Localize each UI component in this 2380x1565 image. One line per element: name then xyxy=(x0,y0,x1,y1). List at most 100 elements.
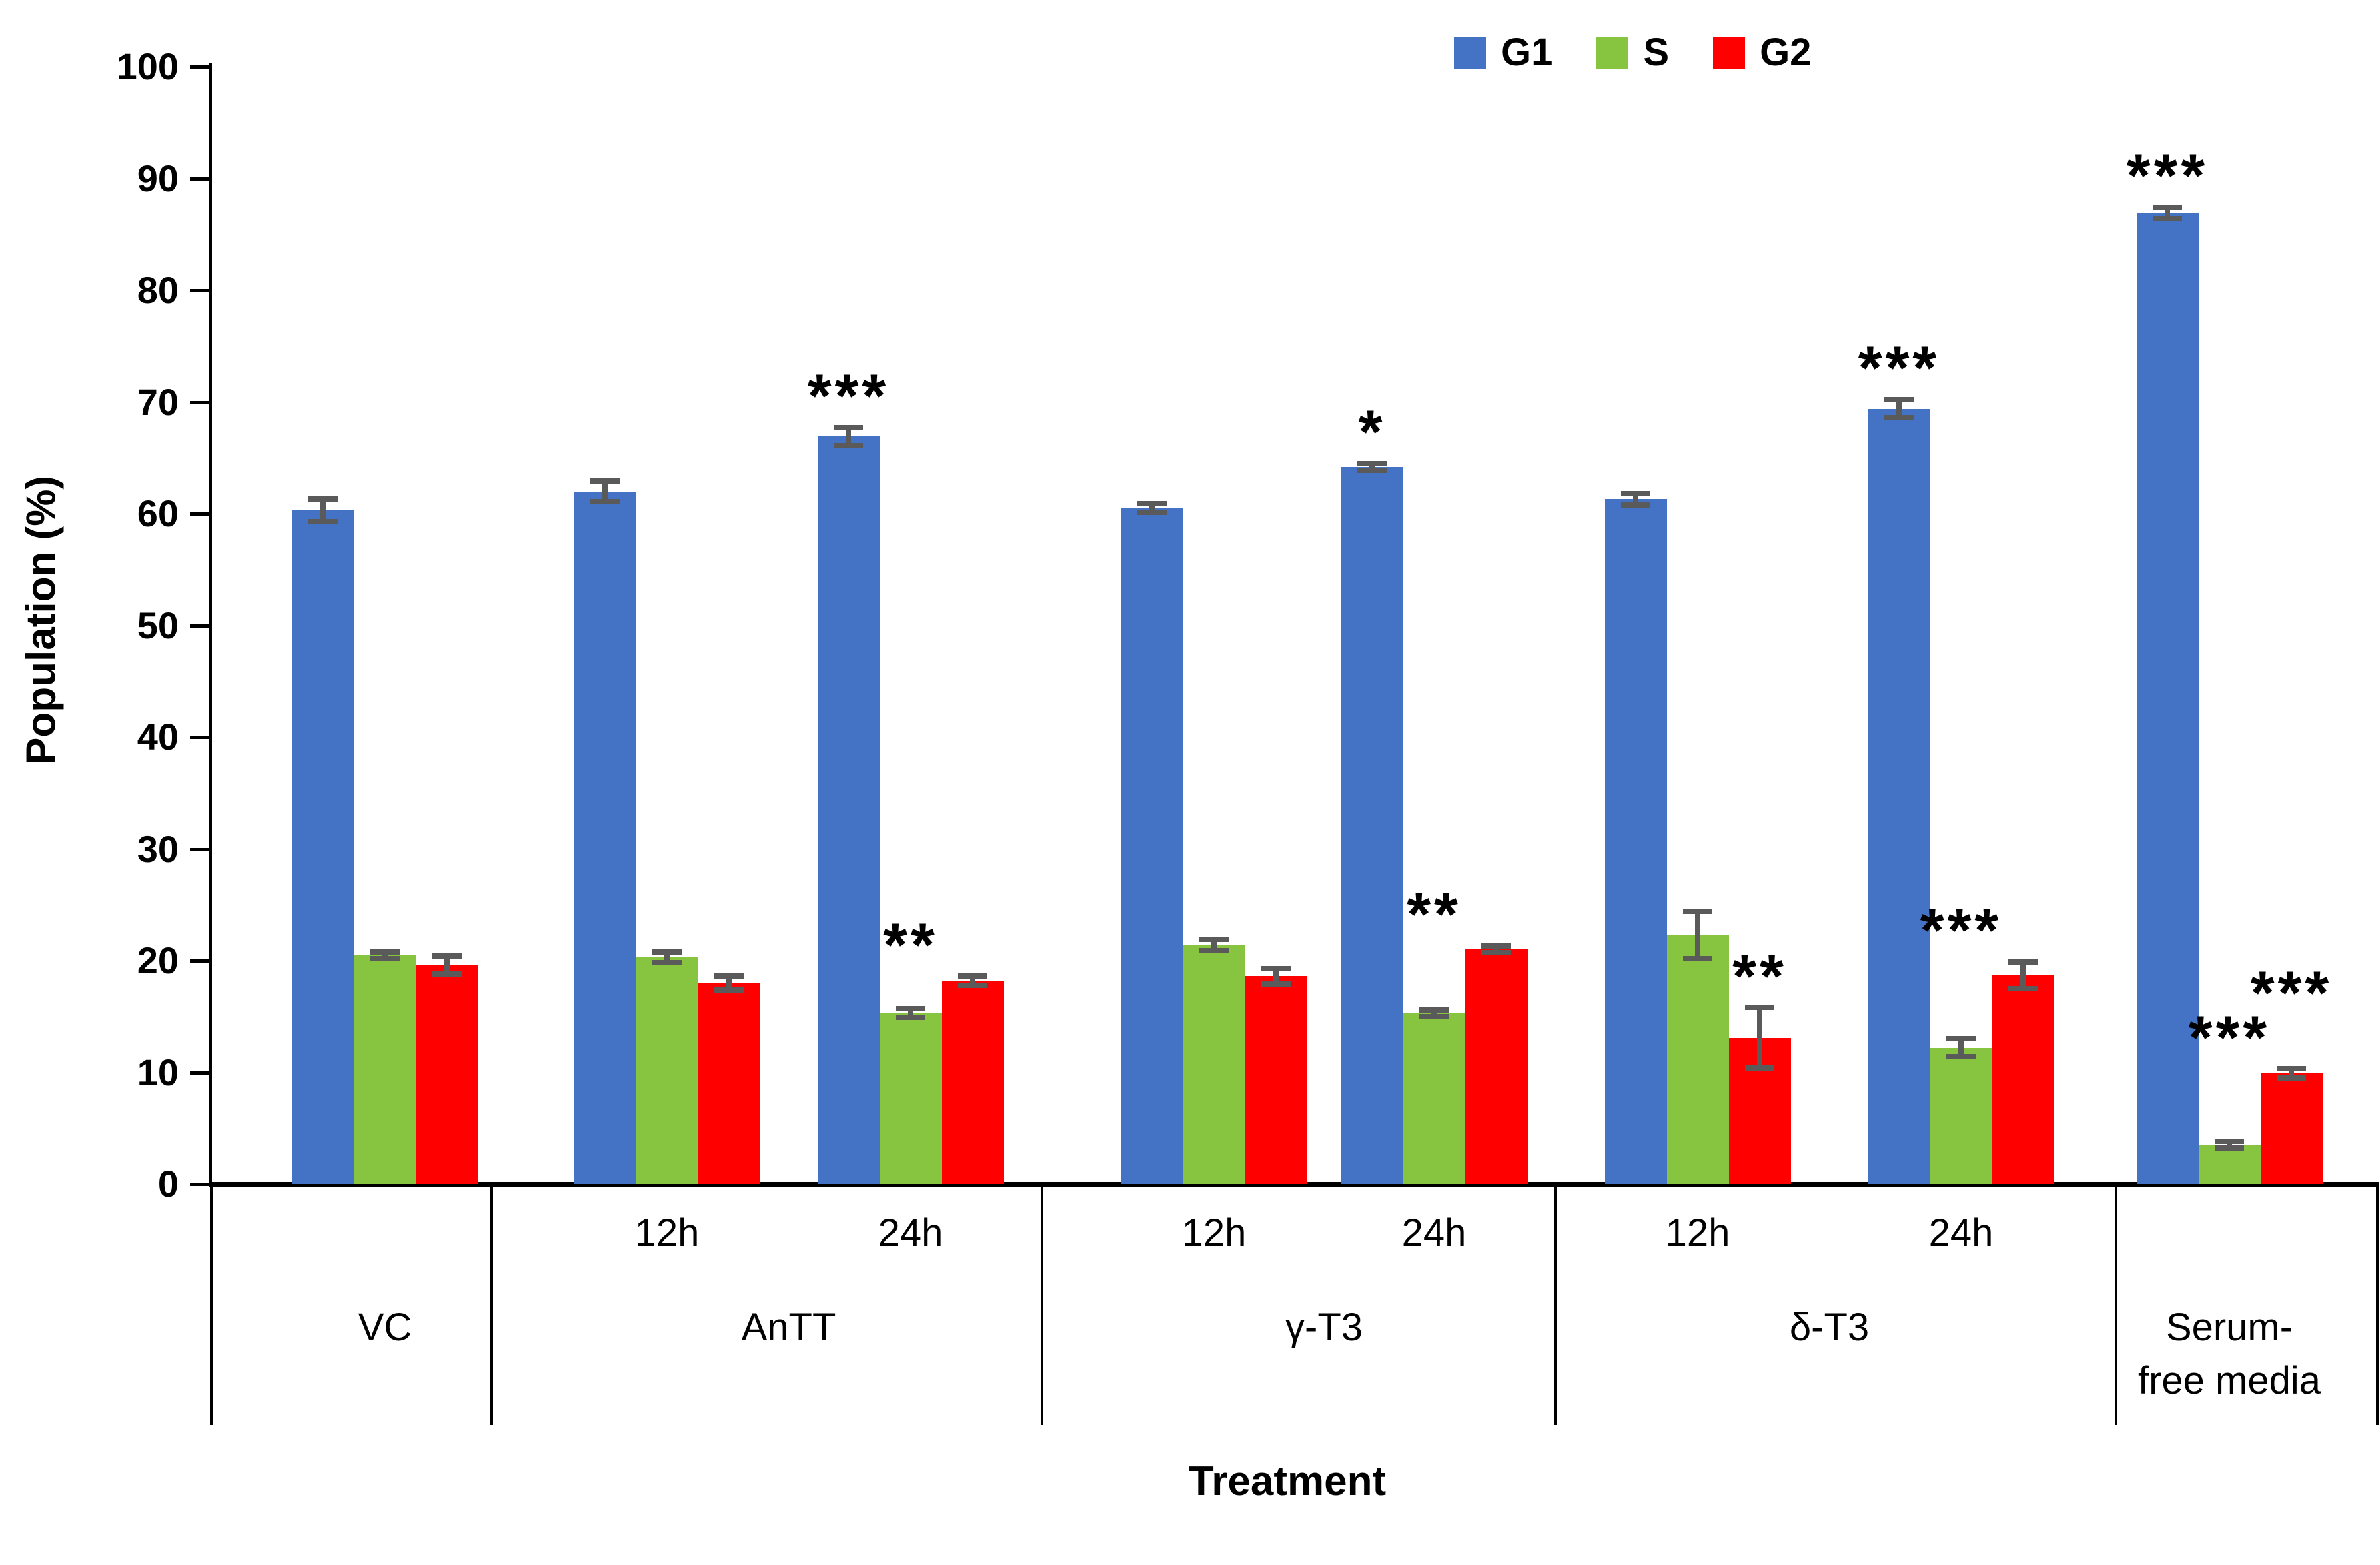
y-tick-label-50: 50 xyxy=(137,604,179,646)
errorbar-cap-top-G1-δ-T3-24h xyxy=(1884,397,1914,403)
errorbar-S-γ-T3-24h xyxy=(1431,1009,1437,1017)
time-label-γ-T3-24h: 24h xyxy=(1401,1211,1467,1255)
bar-G1-δ-T3-12h xyxy=(1604,499,1667,1184)
sig-S-AnTT-24h: ** xyxy=(883,911,938,979)
sig-G1-Serum-free media: *** xyxy=(2126,142,2209,211)
bar-G2-AnTT-12h xyxy=(698,983,760,1184)
bar-S-γ-T3-24h xyxy=(1403,1013,1465,1184)
category-separator-1 xyxy=(490,1187,493,1425)
legend-label-g1: G1 xyxy=(1501,31,1553,74)
x-axis-line xyxy=(209,1182,2379,1187)
errorbar-cap-bottom-G2-δ-T3-12h xyxy=(1745,1065,1774,1071)
bar-S-δ-T3-24h xyxy=(1930,1047,1992,1184)
bar-G2-VC xyxy=(416,965,478,1184)
errorbar-G2-AnTT-24h xyxy=(970,976,975,985)
errorbar-S-γ-T3-12h xyxy=(1211,939,1217,951)
bar-G2-δ-T3-24h xyxy=(1992,975,2054,1184)
group-label-γ-T3: γ-T3 xyxy=(1285,1306,1363,1349)
y-tick-label-70: 70 xyxy=(137,380,179,423)
errorbar-cap-bottom-G2-γ-T3-12h xyxy=(1261,981,1291,987)
errorbar-cap-bottom-G1-γ-T3-12h xyxy=(1137,510,1167,516)
y-tick-80 xyxy=(190,289,210,292)
errorbar-cap-bottom-G2-VC xyxy=(432,971,462,977)
legend-swatch-s xyxy=(1596,37,1629,69)
errorbar-cap-top-S-δ-T3-24h xyxy=(1946,1036,1976,1042)
bar-G1-VC xyxy=(291,510,354,1184)
errorbar-cap-bottom-S-AnTT-24h xyxy=(896,1015,925,1021)
bar-S-VC xyxy=(354,955,416,1184)
errorbar-cap-bottom-S-AnTT-12h xyxy=(652,960,682,966)
group-label-δ-T3: δ-T3 xyxy=(1789,1306,1870,1349)
errorbar-cap-top-G1-γ-T3-24h xyxy=(1357,460,1387,466)
errorbar-cap-bottom-G1-γ-T3-24h xyxy=(1357,467,1387,473)
sig-G2-δ-T3-12h: ** xyxy=(1732,942,1787,1011)
y-tick-label-60: 60 xyxy=(137,492,179,534)
y-axis-line xyxy=(209,63,212,1187)
errorbar-cap-bottom-G2-δ-T3-24h xyxy=(2008,985,2038,991)
errorbar-cap-top-G1-δ-T3-12h xyxy=(1621,490,1650,496)
errorbar-G2-δ-T3-24h xyxy=(2020,961,2026,989)
legend-item-g2: G2 xyxy=(1713,33,1811,72)
bar-G1-AnTT-12h xyxy=(574,491,636,1184)
errorbar-cap-bottom-G2-γ-T3-24h xyxy=(1481,950,1511,956)
y-tick-label-40: 40 xyxy=(137,716,179,758)
errorbar-cap-bottom-S-δ-T3-24h xyxy=(1946,1054,1976,1060)
sig-S-δ-T3-24h: *** xyxy=(1920,896,2002,965)
errorbar-cap-bottom-G1-δ-T3-12h xyxy=(1621,502,1650,508)
bar-S-δ-T3-12h xyxy=(1666,935,1729,1184)
time-label-δ-T3-12h: 12h xyxy=(1665,1211,1730,1255)
bar-S-AnTT-24h xyxy=(879,1013,942,1184)
bar-G2-γ-T3-24h xyxy=(1465,949,1528,1184)
errorbar-S-δ-T3-12h xyxy=(1695,911,1700,959)
errorbar-cap-top-G2-γ-T3-24h xyxy=(1481,943,1511,949)
errorbar-G1-δ-T3-24h xyxy=(1896,400,1902,418)
errorbar-G1-γ-T3-12h xyxy=(1149,503,1155,513)
bar-S-Serum-free media xyxy=(2198,1145,2261,1184)
bar-G2-AnTT-24h xyxy=(941,981,1004,1184)
sig-G1-γ-T3-24h: * xyxy=(1358,398,1386,466)
errorbar-cap-top-S-AnTT-24h xyxy=(896,1006,925,1012)
y-tick-10 xyxy=(190,1071,210,1075)
errorbar-G2-γ-T3-24h xyxy=(1494,946,1499,953)
time-label-AnTT-12h: 12h xyxy=(634,1211,700,1255)
errorbar-cap-top-G1-VC xyxy=(308,496,338,502)
errorbar-cap-top-G1-γ-T3-12h xyxy=(1137,500,1167,506)
y-tick-label-10: 10 xyxy=(137,1051,179,1093)
errorbar-cap-top-S-γ-T3-24h xyxy=(1419,1007,1449,1013)
errorbar-cap-top-S-Serum-free media xyxy=(2215,1139,2244,1145)
legend-swatch-g2 xyxy=(1713,37,1746,69)
errorbar-S-AnTT-24h xyxy=(908,1009,913,1018)
group-label-Serum-free media: Serum-free media xyxy=(2137,1306,2321,1402)
time-label-γ-T3-12h: 12h xyxy=(1181,1211,1247,1255)
y-tick-30 xyxy=(190,847,210,851)
errorbar-cap-bottom-S-γ-T3-24h xyxy=(1419,1013,1449,1019)
errorbar-cap-top-S-γ-T3-12h xyxy=(1199,937,1229,943)
errorbar-S-Serum-free media xyxy=(2227,1141,2232,1149)
y-tick-100 xyxy=(190,65,210,69)
y-tick-label-100: 100 xyxy=(116,45,179,87)
group-label-VC: VC xyxy=(358,1306,412,1349)
y-tick-40 xyxy=(190,736,210,739)
errorbar-cap-top-S-VC xyxy=(370,949,400,955)
errorbar-cap-bottom-G1-Serum-free media xyxy=(2153,215,2182,221)
errorbar-G2-VC xyxy=(444,956,450,975)
errorbar-cap-bottom-S-VC xyxy=(370,955,400,961)
bar-G1-γ-T3-24h xyxy=(1341,466,1403,1184)
legend-label-s: S xyxy=(1643,31,1670,74)
errorbar-cap-top-G1-AnTT-12h xyxy=(590,478,620,484)
sig-S-Serum-free media: *** xyxy=(2188,1003,2271,1072)
errorbar-cap-bottom-S-Serum-free media xyxy=(2215,1145,2244,1151)
errorbar-cap-bottom-G1-VC xyxy=(308,518,338,524)
errorbar-cap-top-G2-Serum-free media xyxy=(2277,1066,2306,1072)
errorbar-G2-γ-T3-12h xyxy=(1273,968,1279,985)
bar-G2-Serum-free media xyxy=(2260,1073,2323,1184)
errorbar-G1-δ-T3-12h xyxy=(1633,493,1638,505)
errorbar-cap-bottom-G1-AnTT-12h xyxy=(590,498,620,504)
bar-G1-γ-T3-12h xyxy=(1121,508,1183,1184)
bar-G1-Serum-free media xyxy=(2136,213,2199,1184)
y-tick-90 xyxy=(190,177,210,181)
time-label-δ-T3-24h: 24h xyxy=(1928,1211,1994,1255)
errorbar-cap-top-G2-δ-T3-12h xyxy=(1745,1005,1774,1011)
errorbar-G1-Serum-free media xyxy=(2165,207,2170,219)
